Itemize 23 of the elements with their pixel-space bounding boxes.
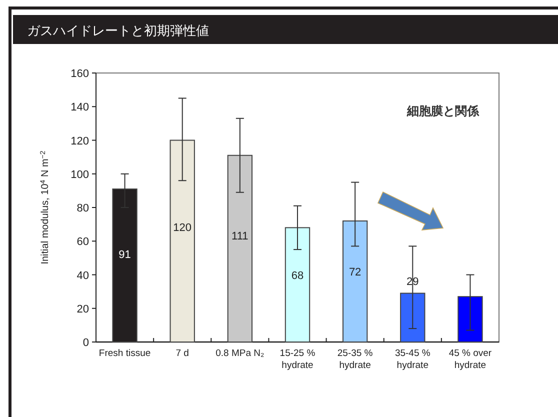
data-label: 68: [291, 270, 304, 282]
data-label: 120: [173, 222, 192, 234]
y-tick-label: 120: [70, 135, 89, 148]
y-tick-label: 160: [70, 68, 89, 80]
y-tick-label: 0: [82, 337, 89, 349]
x-tick-label: 25-35 % hydrate: [337, 348, 374, 371]
y-tick-label: 100: [70, 168, 89, 181]
y-tick-label: 140: [70, 102, 89, 114]
y-tick-label: 20: [76, 303, 89, 316]
x-tick-label: 35-45 % hydrate: [394, 348, 431, 371]
data-label: 91: [118, 248, 131, 261]
x-tick-label: 0.8 MPa N₂: [216, 348, 265, 359]
annotation: 細胞膜と関係: [406, 104, 480, 118]
y-tick-label: 40: [76, 270, 89, 282]
y-tick-label: 60: [76, 236, 89, 248]
chart-title: ガスハイドレートと初期弾性値: [27, 23, 209, 38]
y-tick-label: 80: [76, 202, 89, 214]
data-label: 72: [348, 266, 362, 278]
data-label: 111: [232, 230, 248, 242]
x-tick-label: Fresh tissue: [98, 348, 151, 359]
x-tick-label: 7 d: [176, 348, 189, 359]
x-tick-label: 45 % over hydrate: [448, 348, 492, 371]
x-tick-label: 15-25 % hydrate: [280, 348, 316, 371]
